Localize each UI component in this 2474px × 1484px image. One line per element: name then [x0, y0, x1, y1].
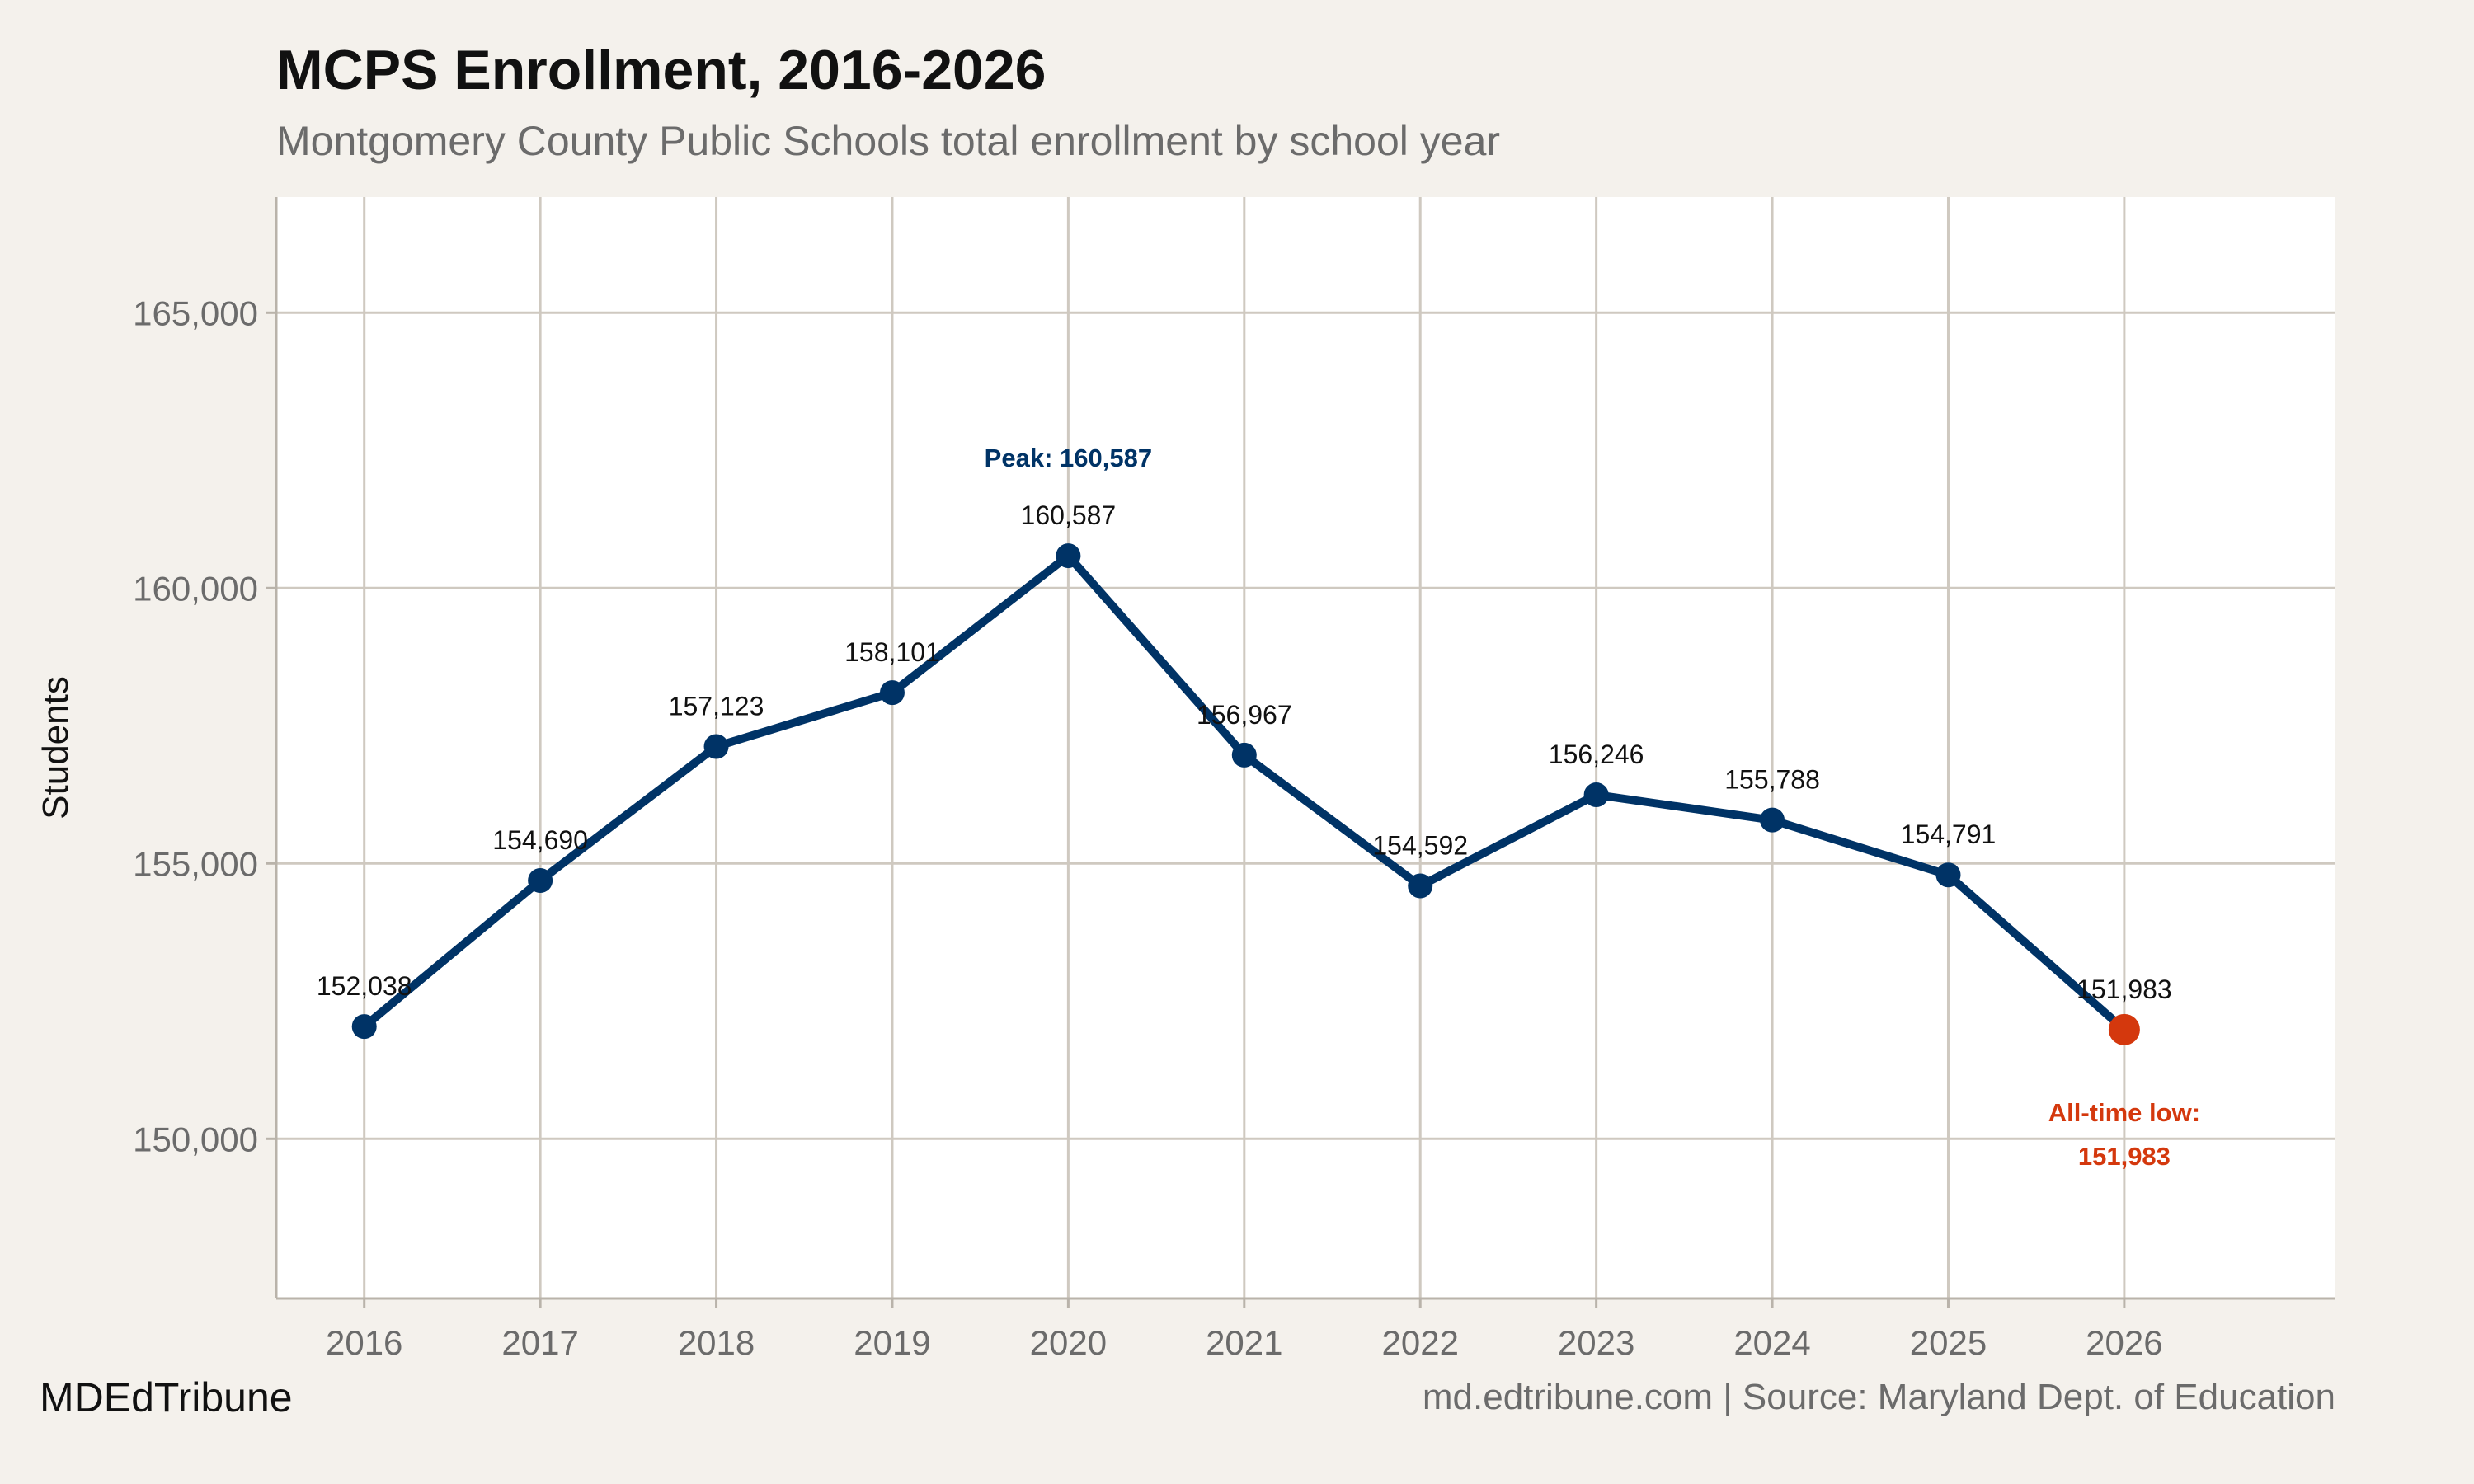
x-tick-label: 2026 — [2086, 1323, 2162, 1362]
x-tick-label: 2024 — [1733, 1323, 1810, 1362]
chart-subtitle: Montgomery County Public Schools total e… — [276, 118, 1501, 164]
data-point-marker — [1231, 742, 1257, 768]
low-annotation-line1: All-time low: — [2048, 1098, 2200, 1127]
data-label: 157,123 — [669, 691, 764, 721]
x-tick-label: 2016 — [326, 1323, 402, 1362]
data-label: 151,983 — [2077, 974, 2172, 1004]
x-tick-label: 2021 — [1206, 1323, 1282, 1362]
y-tick-label: 165,000 — [133, 294, 258, 332]
y-tick-label: 155,000 — [133, 844, 258, 883]
low-annotation-line2: 151,983 — [2078, 1142, 2171, 1171]
data-point-marker — [879, 680, 905, 706]
brand-logo-text: MDEdTribune — [40, 1374, 293, 1421]
plot-panel — [276, 197, 2335, 1298]
x-tick-label: 2020 — [1030, 1323, 1107, 1362]
data-point-marker — [703, 734, 729, 759]
x-tick-label: 2025 — [1910, 1323, 1987, 1362]
data-point-marker — [1935, 862, 1961, 888]
y-tick-label: 160,000 — [133, 569, 258, 608]
data-label: 156,246 — [1549, 740, 1644, 769]
data-point-marker — [1056, 543, 1081, 569]
y-tick-label: 150,000 — [133, 1120, 258, 1158]
x-tick-label: 2022 — [1382, 1323, 1459, 1362]
data-point-marker — [1408, 873, 1433, 899]
data-point-marker — [351, 1014, 377, 1040]
data-point-marker — [1760, 807, 1785, 833]
peak-annotation: Peak: 160,587 — [985, 444, 1152, 472]
data-label: 154,690 — [492, 825, 588, 855]
data-label: 154,592 — [1372, 831, 1468, 861]
data-label: 160,587 — [1021, 500, 1117, 530]
data-label: 158,101 — [844, 637, 940, 667]
x-tick-label: 2019 — [854, 1323, 930, 1362]
y-axis-label: Students — [35, 676, 76, 819]
data-point-marker — [1583, 782, 1609, 808]
x-tick-label: 2017 — [501, 1323, 578, 1362]
data-label: 152,038 — [317, 971, 412, 1001]
data-label: 154,791 — [1901, 819, 1997, 849]
x-tick-label: 2023 — [1558, 1323, 1634, 1362]
source-credit: md.edtribune.com | Source: Maryland Dept… — [1422, 1377, 2335, 1417]
low-point-marker — [2108, 1013, 2140, 1045]
data-label: 155,788 — [1724, 765, 1820, 795]
data-point-marker — [528, 867, 553, 893]
data-label: 156,967 — [1197, 700, 1292, 730]
chart-title: MCPS Enrollment, 2016-2026 — [276, 39, 1047, 101]
x-tick-label: 2018 — [678, 1323, 755, 1362]
